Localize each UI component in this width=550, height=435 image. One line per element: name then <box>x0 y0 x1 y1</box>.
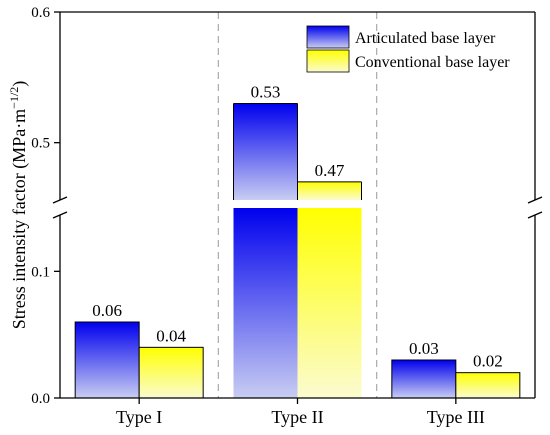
category-dividers <box>217 12 378 398</box>
bar-conventional <box>455 372 521 399</box>
y-tick-label: 0.6 <box>31 5 50 21</box>
bar-articulated <box>74 321 140 399</box>
value-labels: 0.06 0.04 0.53 0.47 0.03 0.02 <box>92 82 502 370</box>
break-mark-left-2 <box>52 211 68 219</box>
value-label: 0.03 <box>409 339 439 358</box>
bar-conventional-lower <box>297 208 362 398</box>
bar-conventional <box>138 346 204 399</box>
y-axis-label-main: Stress intensity factor (MPa·m <box>9 109 30 329</box>
y-tick-label: 0.1 <box>31 264 50 280</box>
legend-swatch-conventional <box>306 49 350 73</box>
x-tick-label: Type III <box>427 407 485 427</box>
y-axis-label-close: ) <box>9 81 30 87</box>
y-tick-label: 0.5 <box>31 136 50 152</box>
y-axis-label-exponent: −1/2 <box>7 87 21 109</box>
y-axis-ticks: 0.0 0.1 0.5 0.6 <box>31 5 60 407</box>
legend-label-articulated: Articulated base layer <box>355 30 496 47</box>
bars <box>74 102 521 399</box>
value-label: 0.47 <box>315 161 345 180</box>
value-label: 0.04 <box>156 326 186 345</box>
bar-conventional-upper <box>297 181 362 200</box>
x-tick-label: Type I <box>116 407 162 427</box>
x-tick-label: Type II <box>271 407 323 427</box>
value-label: 0.02 <box>473 352 503 371</box>
y-tick-label: 0.0 <box>31 391 50 407</box>
bar-articulated <box>391 359 457 399</box>
break-mark-right-1 <box>527 196 543 204</box>
value-label: 0.06 <box>92 301 122 320</box>
bar-articulated-upper <box>233 103 298 200</box>
value-label: 0.53 <box>251 82 281 101</box>
x-axis-ticks: Type I Type II Type III <box>116 398 485 427</box>
break-mark-right-2 <box>527 211 543 219</box>
axis-break-marks <box>52 196 543 219</box>
legend-label-conventional: Conventional base layer <box>355 54 510 71</box>
legend: Articulated base layer Conventional base… <box>306 25 510 73</box>
break-mark-left-1 <box>52 196 68 204</box>
y-axis-label: Stress intensity factor (MPa·m−1/2) <box>7 81 30 330</box>
bar-articulated-lower <box>233 208 298 398</box>
legend-swatch-articulated <box>306 25 350 49</box>
